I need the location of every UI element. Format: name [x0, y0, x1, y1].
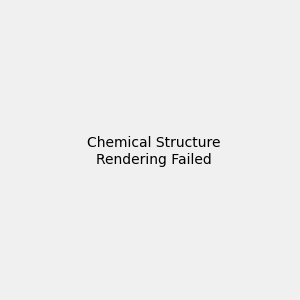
Text: Chemical Structure
Rendering Failed: Chemical Structure Rendering Failed: [87, 136, 220, 166]
